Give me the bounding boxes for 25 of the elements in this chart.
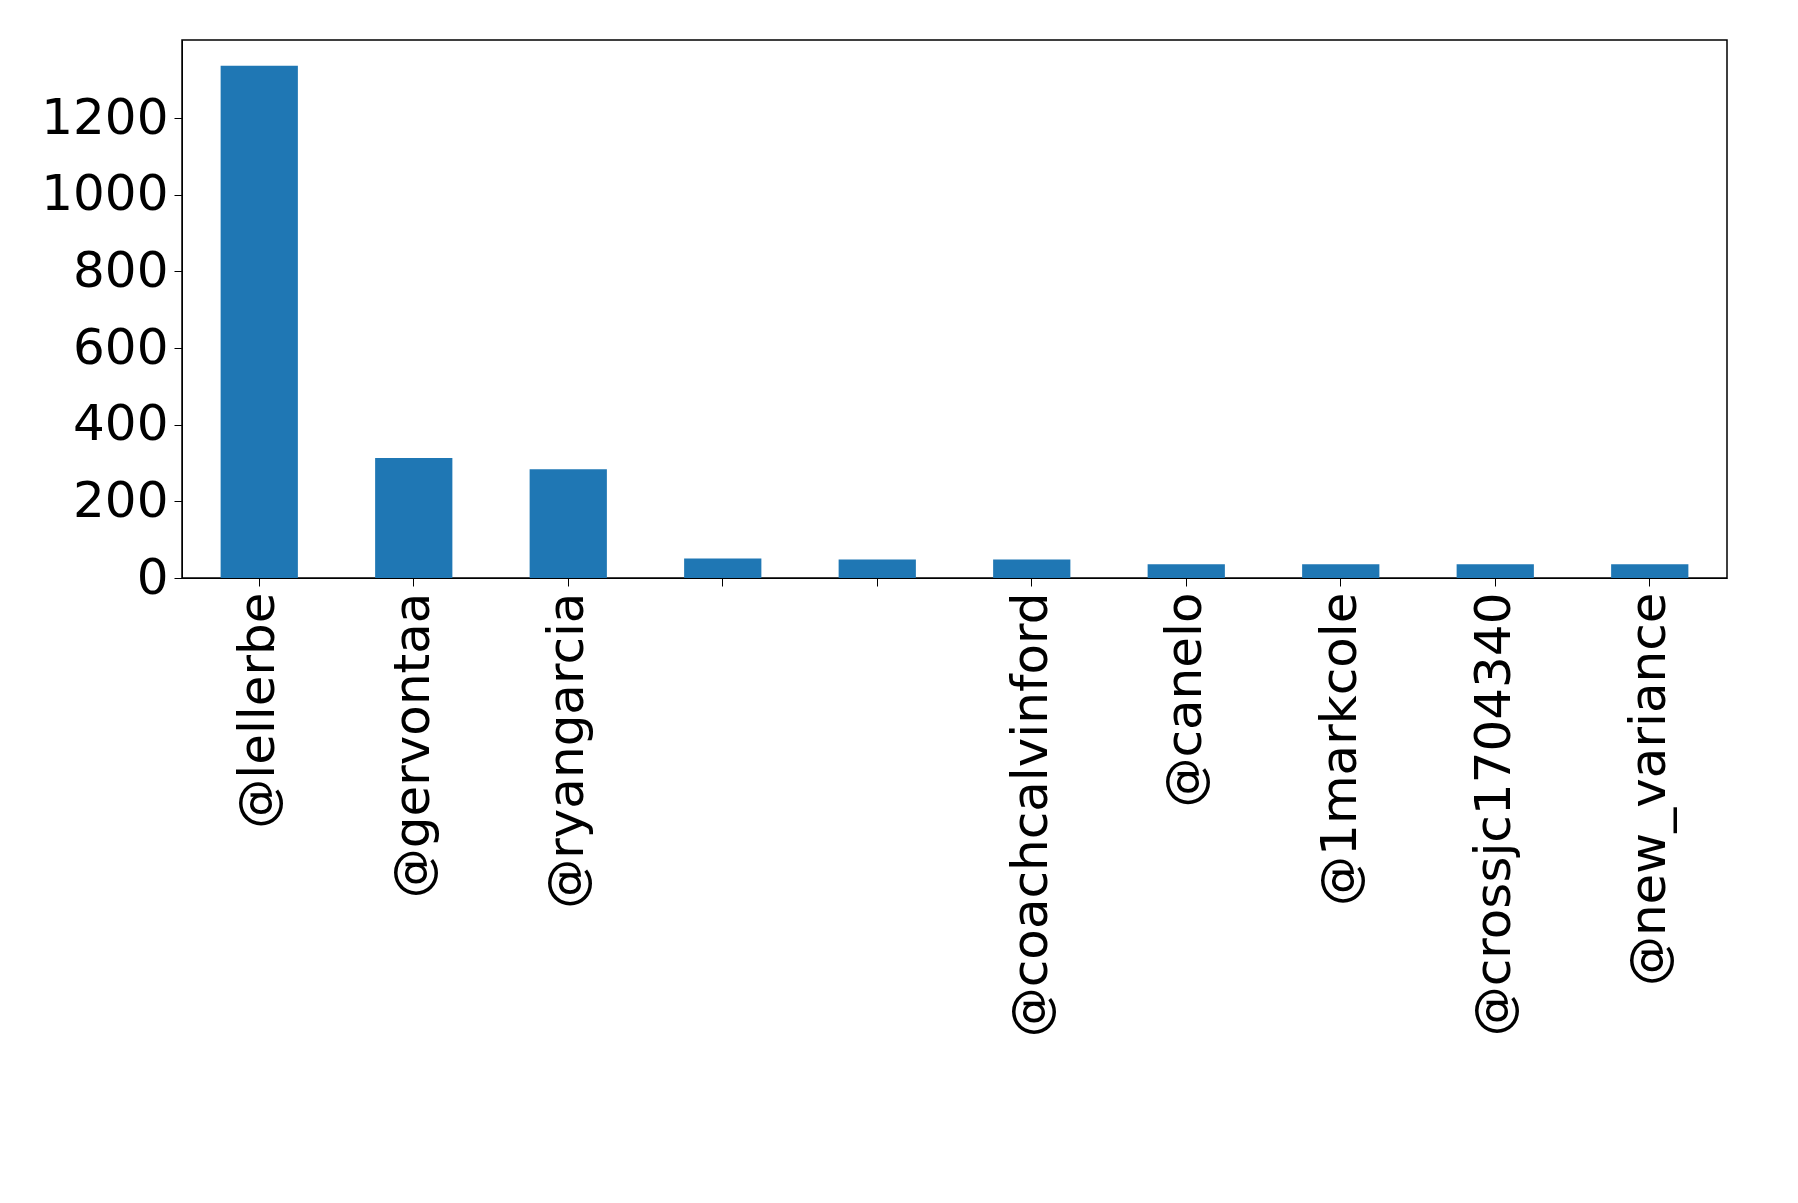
bar xyxy=(684,558,762,578)
x-tick-label: @canelo xyxy=(1155,592,1214,808)
y-tick-label: 0 xyxy=(136,547,169,606)
bar xyxy=(375,458,453,578)
x-tick-label: @new_variance xyxy=(1618,592,1677,987)
bar xyxy=(1147,564,1225,578)
x-tick-label: @gervontaa xyxy=(382,592,441,899)
y-tick-label: 200 xyxy=(73,470,169,529)
bar xyxy=(1611,564,1689,578)
bar xyxy=(220,65,298,578)
y-tick-label: 600 xyxy=(73,317,169,376)
y-tick-label: 800 xyxy=(73,240,169,299)
x-tick-label: @1markcole xyxy=(1309,592,1368,906)
bar xyxy=(838,559,916,578)
bar xyxy=(993,559,1071,578)
bar xyxy=(529,469,607,578)
y-tick-label: 400 xyxy=(73,394,169,453)
x-tick-label: @lellerbe xyxy=(228,592,287,829)
x-tick-label: @crossjc1704340 xyxy=(1464,592,1523,1037)
y-tick-label: 1000 xyxy=(41,164,169,223)
x-tick-label: @ryangarcia xyxy=(537,592,596,909)
bar xyxy=(1302,564,1380,578)
bar xyxy=(1456,564,1534,578)
y-tick-label: 1200 xyxy=(41,87,169,146)
x-tick-label: @coachcalvinford xyxy=(1000,592,1059,1038)
